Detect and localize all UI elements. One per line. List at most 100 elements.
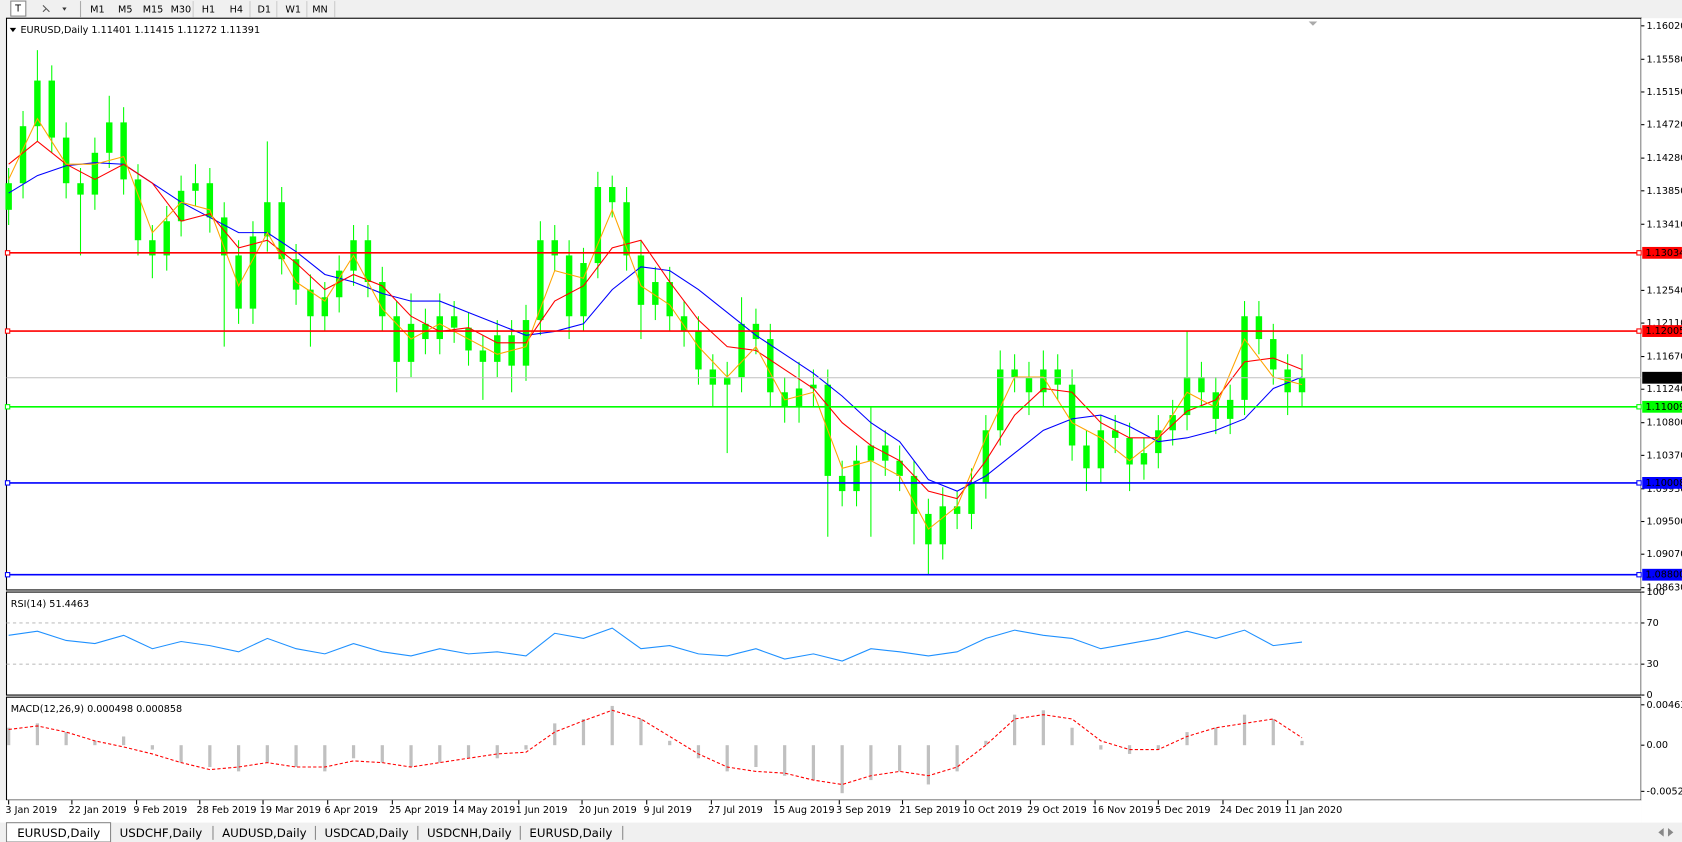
macd-bar (553, 723, 557, 746)
candle-body (968, 483, 975, 514)
candle-body (206, 183, 214, 218)
candle-body (953, 506, 961, 514)
candle-body (106, 122, 113, 153)
x-tick-label: 14 May 2019 (452, 805, 515, 816)
arrow-tool-icon[interactable] (42, 4, 50, 13)
moving-average-line (8, 162, 1303, 492)
candle-body (494, 335, 501, 362)
candle-body (149, 240, 156, 256)
candle-body (120, 122, 127, 180)
macd-bar (122, 736, 126, 746)
tab-active[interactable] (5, 822, 112, 842)
x-tick-label: 9 Feb 2019 (133, 805, 187, 816)
candle-body (565, 255, 573, 317)
x-tick-label: 19 Mar 2019 (260, 805, 321, 816)
tab[interactable]: EURUSD,Daily (17, 826, 100, 840)
candle-body (479, 350, 487, 362)
text-tool-icon[interactable] (10, 0, 27, 17)
timeframe-button[interactable]: H4 (230, 5, 243, 16)
macd-bar (236, 745, 241, 772)
y-tick-label: 70 (1647, 618, 1659, 629)
timeframe-button[interactable]: W1 (285, 5, 301, 16)
candle-body (680, 316, 688, 332)
macd-bar (93, 740, 97, 746)
macd-bar (1041, 710, 1045, 746)
candle-body (77, 183, 84, 195)
shift-marker[interactable] (1308, 21, 1318, 26)
tab[interactable]: AUDUSD,Daily (222, 826, 307, 840)
level-handle[interactable] (1636, 250, 1642, 256)
timeframe-button[interactable]: M30 (171, 5, 192, 16)
level-handle[interactable] (4, 250, 11, 256)
tab[interactable]: EURUSD,Daily (529, 826, 612, 840)
macd-bar (610, 705, 614, 746)
timeframe-button[interactable]: D1 (257, 5, 271, 16)
x-tick-label: 11 Jan 2020 (1284, 805, 1342, 816)
level-handle[interactable] (4, 404, 11, 410)
candle-body (623, 202, 630, 256)
candle-body (767, 339, 774, 393)
candle-body (537, 240, 544, 321)
timeframe-button[interactable]: H1 (202, 5, 215, 16)
candle-body (594, 187, 602, 264)
y-tick-label: 0.00 (1647, 740, 1668, 751)
candle-body (738, 323, 745, 378)
y-tick-label: 100 (1647, 587, 1665, 598)
timeframe-button[interactable]: MN (312, 5, 328, 16)
tab[interactable]: USDCAD,Daily (325, 826, 409, 840)
macd-bar (581, 719, 586, 746)
level-label: 1.12005 (1645, 326, 1682, 337)
y-tick-label: 1.10370 (1647, 450, 1682, 461)
candle-body (1068, 384, 1076, 446)
toolbar (0, 0, 1682, 19)
tab[interactable]: USDCHF,Daily (120, 826, 203, 840)
level-handle[interactable] (4, 480, 11, 486)
candle-body (1169, 415, 1176, 431)
level-handle[interactable] (4, 572, 11, 578)
x-tick-label: 29 Oct 2019 (1027, 805, 1087, 816)
macd-bar (898, 745, 902, 772)
y-tick-label: 1.08630 (1647, 583, 1682, 594)
level-handle[interactable] (4, 328, 11, 334)
dropdown-icon[interactable] (62, 7, 67, 11)
macd-bar (294, 745, 298, 768)
macd-bar (955, 745, 959, 772)
candle-body (910, 475, 918, 514)
candle-body (997, 369, 1004, 431)
candle-body (292, 259, 300, 290)
macd-bar (351, 745, 356, 759)
timeframe-button[interactable]: M15 (143, 5, 164, 16)
candle-body (1298, 377, 1306, 393)
candle-body (1255, 316, 1263, 340)
tab[interactable]: USDCNH,Daily (427, 826, 512, 840)
tab-scroll[interactable] (1658, 828, 1674, 837)
candle-body (867, 445, 875, 461)
level-handle[interactable] (1636, 404, 1642, 410)
level-handle[interactable] (1636, 572, 1642, 578)
x-tick-label: 16 Nov 2019 (1092, 805, 1154, 816)
macd-bar (869, 745, 873, 781)
level-handle[interactable] (1636, 328, 1642, 334)
price-pane (5, 17, 1642, 591)
tab-bar (0, 822, 1682, 842)
candle-body (91, 152, 99, 195)
timeframe-button[interactable]: M1 (90, 5, 104, 16)
candle-body (134, 179, 142, 241)
candle-body (307, 289, 314, 317)
x-tick-label: 1 Jun 2019 (516, 805, 568, 816)
level-label-box (1642, 568, 1682, 581)
macd-bar (783, 745, 787, 776)
candle-body (249, 236, 257, 309)
collapse-arrow[interactable] (9, 27, 17, 33)
y-tick-label: 30 (1647, 659, 1659, 670)
x-tick-label: 24 Dec 2019 (1220, 805, 1282, 816)
x-tick-label: 10 Oct 2019 (963, 805, 1023, 816)
x-tick-label: 15 Aug 2019 (773, 805, 835, 816)
candle-body (939, 506, 946, 545)
macd-bar (265, 745, 269, 763)
macd-bar (754, 745, 758, 768)
timeframe-button[interactable]: M5 (118, 5, 132, 16)
level-handle[interactable] (1636, 480, 1642, 486)
price-axis (1641, 18, 1682, 823)
